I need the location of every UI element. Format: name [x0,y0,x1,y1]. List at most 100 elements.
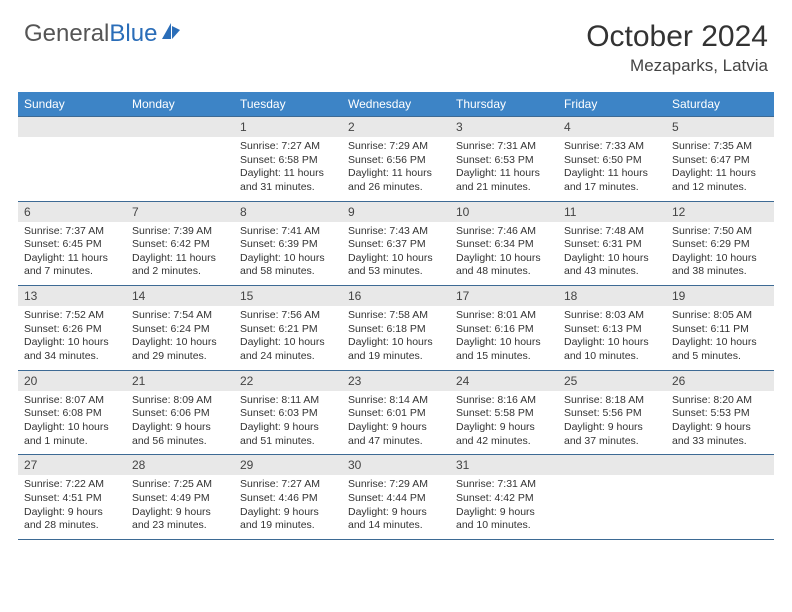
sunrise-line: Sunrise: 8:16 AM [456,394,552,408]
day-number: 24 [450,371,558,391]
day-cell: 28Sunrise: 7:25 AMSunset: 4:49 PMDayligh… [126,455,234,540]
day-cell: 20Sunrise: 8:07 AMSunset: 6:08 PMDayligh… [18,370,126,455]
day-number: 7 [126,202,234,222]
day-info: Sunrise: 7:56 AMSunset: 6:21 PMDaylight:… [234,306,342,370]
day-info: Sunrise: 7:52 AMSunset: 6:26 PMDaylight:… [18,306,126,370]
day-cell: 29Sunrise: 7:27 AMSunset: 4:46 PMDayligh… [234,455,342,540]
day-info [666,475,774,489]
sunset-line: Sunset: 5:56 PM [564,407,660,421]
sunset-line: Sunset: 6:34 PM [456,238,552,252]
location-label: Mezaparks, Latvia [586,56,768,76]
sunrise-line: Sunrise: 7:29 AM [348,140,444,154]
sunset-line: Sunset: 6:01 PM [348,407,444,421]
daylight-line: Daylight: 9 hours and 19 minutes. [240,506,336,533]
day-cell [666,455,774,540]
day-cell: 26Sunrise: 8:20 AMSunset: 5:53 PMDayligh… [666,370,774,455]
day-cell: 19Sunrise: 8:05 AMSunset: 6:11 PMDayligh… [666,286,774,371]
day-number: 15 [234,286,342,306]
daylight-line: Daylight: 9 hours and 28 minutes. [24,506,120,533]
day-info: Sunrise: 7:31 AMSunset: 6:53 PMDaylight:… [450,137,558,201]
sunrise-line: Sunrise: 7:39 AM [132,225,228,239]
sunrise-line: Sunrise: 7:35 AM [672,140,768,154]
day-cell: 16Sunrise: 7:58 AMSunset: 6:18 PMDayligh… [342,286,450,371]
day-number: 10 [450,202,558,222]
day-cell: 17Sunrise: 8:01 AMSunset: 6:16 PMDayligh… [450,286,558,371]
sunrise-line: Sunrise: 8:11 AM [240,394,336,408]
day-info: Sunrise: 7:25 AMSunset: 4:49 PMDaylight:… [126,475,234,539]
day-cell: 1Sunrise: 7:27 AMSunset: 6:58 PMDaylight… [234,117,342,202]
day-number [18,117,126,137]
day-info: Sunrise: 7:37 AMSunset: 6:45 PMDaylight:… [18,222,126,286]
day-info: Sunrise: 7:27 AMSunset: 6:58 PMDaylight:… [234,137,342,201]
weekday-header: Sunday [18,92,126,117]
day-cell: 2Sunrise: 7:29 AMSunset: 6:56 PMDaylight… [342,117,450,202]
daylight-line: Daylight: 10 hours and 58 minutes. [240,252,336,279]
day-info: Sunrise: 7:48 AMSunset: 6:31 PMDaylight:… [558,222,666,286]
daylight-line: Daylight: 10 hours and 29 minutes. [132,336,228,363]
day-info: Sunrise: 8:01 AMSunset: 6:16 PMDaylight:… [450,306,558,370]
daylight-line: Daylight: 11 hours and 21 minutes. [456,167,552,194]
day-number: 3 [450,117,558,137]
day-number: 19 [666,286,774,306]
brand-part2: Blue [109,20,157,48]
day-number: 20 [18,371,126,391]
sunrise-line: Sunrise: 8:09 AM [132,394,228,408]
sunrise-line: Sunrise: 7:31 AM [456,478,552,492]
week-row: 27Sunrise: 7:22 AMSunset: 4:51 PMDayligh… [18,455,774,540]
sunset-line: Sunset: 6:18 PM [348,323,444,337]
day-info: Sunrise: 8:07 AMSunset: 6:08 PMDaylight:… [18,391,126,455]
daylight-line: Daylight: 9 hours and 56 minutes. [132,421,228,448]
sunrise-line: Sunrise: 7:33 AM [564,140,660,154]
day-info: Sunrise: 7:54 AMSunset: 6:24 PMDaylight:… [126,306,234,370]
day-info: Sunrise: 7:41 AMSunset: 6:39 PMDaylight:… [234,222,342,286]
week-row: 20Sunrise: 8:07 AMSunset: 6:08 PMDayligh… [18,370,774,455]
day-number: 21 [126,371,234,391]
sunset-line: Sunset: 6:39 PM [240,238,336,252]
day-cell: 24Sunrise: 8:16 AMSunset: 5:58 PMDayligh… [450,370,558,455]
daylight-line: Daylight: 11 hours and 31 minutes. [240,167,336,194]
day-info [126,137,234,151]
week-row: 13Sunrise: 7:52 AMSunset: 6:26 PMDayligh… [18,286,774,371]
week-row: 1Sunrise: 7:27 AMSunset: 6:58 PMDaylight… [18,117,774,202]
day-number: 31 [450,455,558,475]
day-info: Sunrise: 7:58 AMSunset: 6:18 PMDaylight:… [342,306,450,370]
day-number [558,455,666,475]
day-cell: 14Sunrise: 7:54 AMSunset: 6:24 PMDayligh… [126,286,234,371]
day-number: 1 [234,117,342,137]
day-cell: 9Sunrise: 7:43 AMSunset: 6:37 PMDaylight… [342,201,450,286]
sunrise-line: Sunrise: 8:18 AM [564,394,660,408]
daylight-line: Daylight: 10 hours and 48 minutes. [456,252,552,279]
sunset-line: Sunset: 6:13 PM [564,323,660,337]
day-number: 29 [234,455,342,475]
day-info: Sunrise: 7:31 AMSunset: 4:42 PMDaylight:… [450,475,558,539]
day-number: 9 [342,202,450,222]
sunset-line: Sunset: 6:08 PM [24,407,120,421]
sunrise-line: Sunrise: 8:14 AM [348,394,444,408]
sunrise-line: Sunrise: 8:20 AM [672,394,768,408]
sunrise-line: Sunrise: 7:54 AM [132,309,228,323]
sunrise-line: Sunrise: 8:03 AM [564,309,660,323]
sunrise-line: Sunrise: 7:58 AM [348,309,444,323]
day-number: 11 [558,202,666,222]
day-cell: 22Sunrise: 8:11 AMSunset: 6:03 PMDayligh… [234,370,342,455]
day-cell: 27Sunrise: 7:22 AMSunset: 4:51 PMDayligh… [18,455,126,540]
day-info [558,475,666,489]
sunset-line: Sunset: 4:51 PM [24,492,120,506]
sunset-line: Sunset: 6:31 PM [564,238,660,252]
day-info: Sunrise: 7:46 AMSunset: 6:34 PMDaylight:… [450,222,558,286]
day-cell: 10Sunrise: 7:46 AMSunset: 6:34 PMDayligh… [450,201,558,286]
daylight-line: Daylight: 9 hours and 23 minutes. [132,506,228,533]
daylight-line: Daylight: 10 hours and 38 minutes. [672,252,768,279]
day-info: Sunrise: 8:14 AMSunset: 6:01 PMDaylight:… [342,391,450,455]
sunset-line: Sunset: 6:26 PM [24,323,120,337]
weekday-header: Thursday [450,92,558,117]
day-info: Sunrise: 7:29 AMSunset: 6:56 PMDaylight:… [342,137,450,201]
brand-logo: GeneralBlue [24,20,182,48]
sunrise-line: Sunrise: 7:41 AM [240,225,336,239]
day-info: Sunrise: 8:05 AMSunset: 6:11 PMDaylight:… [666,306,774,370]
daylight-line: Daylight: 10 hours and 1 minute. [24,421,120,448]
sunrise-line: Sunrise: 8:07 AM [24,394,120,408]
day-cell: 4Sunrise: 7:33 AMSunset: 6:50 PMDaylight… [558,117,666,202]
sunset-line: Sunset: 6:29 PM [672,238,768,252]
sunrise-line: Sunrise: 7:27 AM [240,478,336,492]
